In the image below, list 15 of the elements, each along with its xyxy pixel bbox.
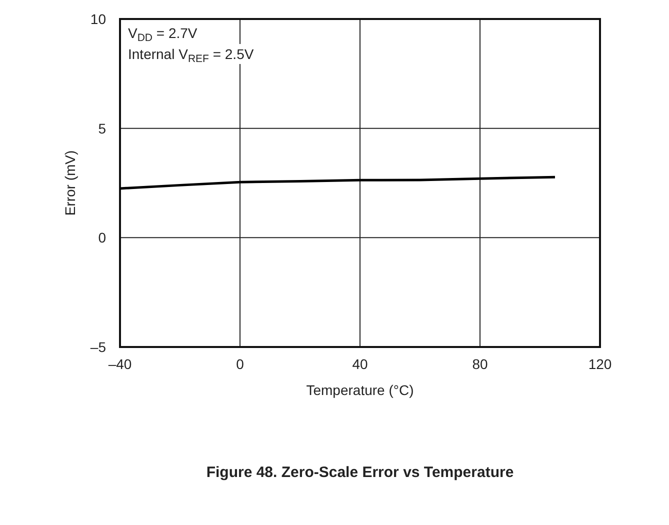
x-tick-label: 80: [472, 356, 488, 372]
y-tick-label: 5: [98, 120, 106, 136]
y-tick-label: 10: [90, 11, 106, 27]
x-tick-label: 40: [352, 356, 368, 372]
x-tick-label: 120: [588, 356, 612, 372]
x-tick-label: 0: [236, 356, 244, 372]
y-axis-title: Error (mV): [62, 150, 78, 216]
line-series: [118, 176, 556, 190]
x-axis-title: Temperature (°C): [306, 382, 414, 398]
x-tick-label: –40: [108, 356, 132, 372]
annotation: Internal V$_{REF}$ = 2.5V: [128, 46, 254, 65]
y-tick-label: –5: [90, 339, 106, 355]
y-tick-label: 0: [98, 230, 106, 246]
annotation: V$_{DD}$ = 2.7V: [128, 25, 198, 44]
text: Figure 48. Zero-Scale Error vs Temperature: [206, 464, 514, 481]
